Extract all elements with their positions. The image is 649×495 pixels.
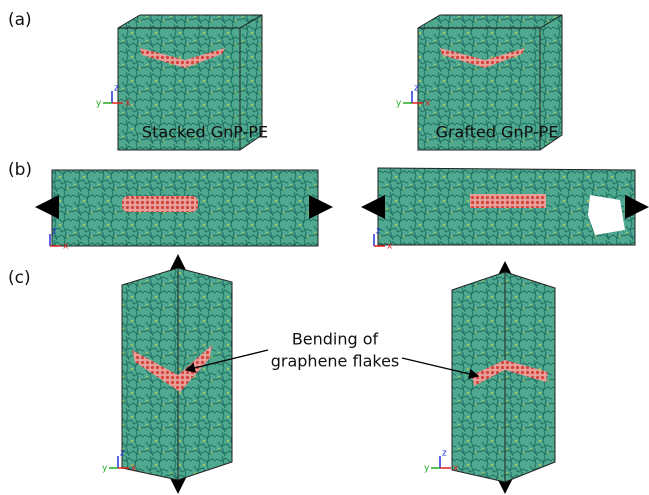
annotation: graphene flakes: [271, 352, 400, 371]
axis-label: x: [387, 242, 393, 252]
axis-label: x: [453, 464, 459, 474]
axis-label: y: [424, 464, 430, 474]
panel-label: (c): [8, 268, 31, 288]
axis-label: z: [120, 449, 125, 459]
axis-label: y: [102, 464, 108, 474]
axis-label: x: [425, 99, 431, 109]
axis-label: z: [52, 227, 57, 237]
axis-label: x: [131, 464, 137, 474]
axis-label: z: [442, 449, 447, 459]
panel-label: (b): [8, 160, 32, 180]
caption: Stacked GnP-PE: [142, 123, 268, 142]
grafted-slab: [378, 168, 635, 245]
figure: (a) (b) (c) Stacked GnP-PE Grafted GnP-P…: [0, 0, 649, 495]
stacked-column: [122, 268, 232, 480]
axis-label: z: [114, 84, 119, 94]
annotation: Bending of: [292, 330, 379, 349]
axis-label: y: [96, 99, 102, 109]
axis-label: y: [396, 99, 402, 109]
panel-label: (a): [8, 10, 32, 30]
axis-label: z: [414, 84, 419, 94]
axis-label: z: [376, 227, 381, 237]
caption: Grafted GnP-PE: [436, 123, 559, 142]
axis-label: x: [63, 242, 69, 252]
stacked-slab: [52, 170, 318, 246]
axis-label: x: [125, 99, 131, 109]
grafted-column: [452, 272, 555, 482]
